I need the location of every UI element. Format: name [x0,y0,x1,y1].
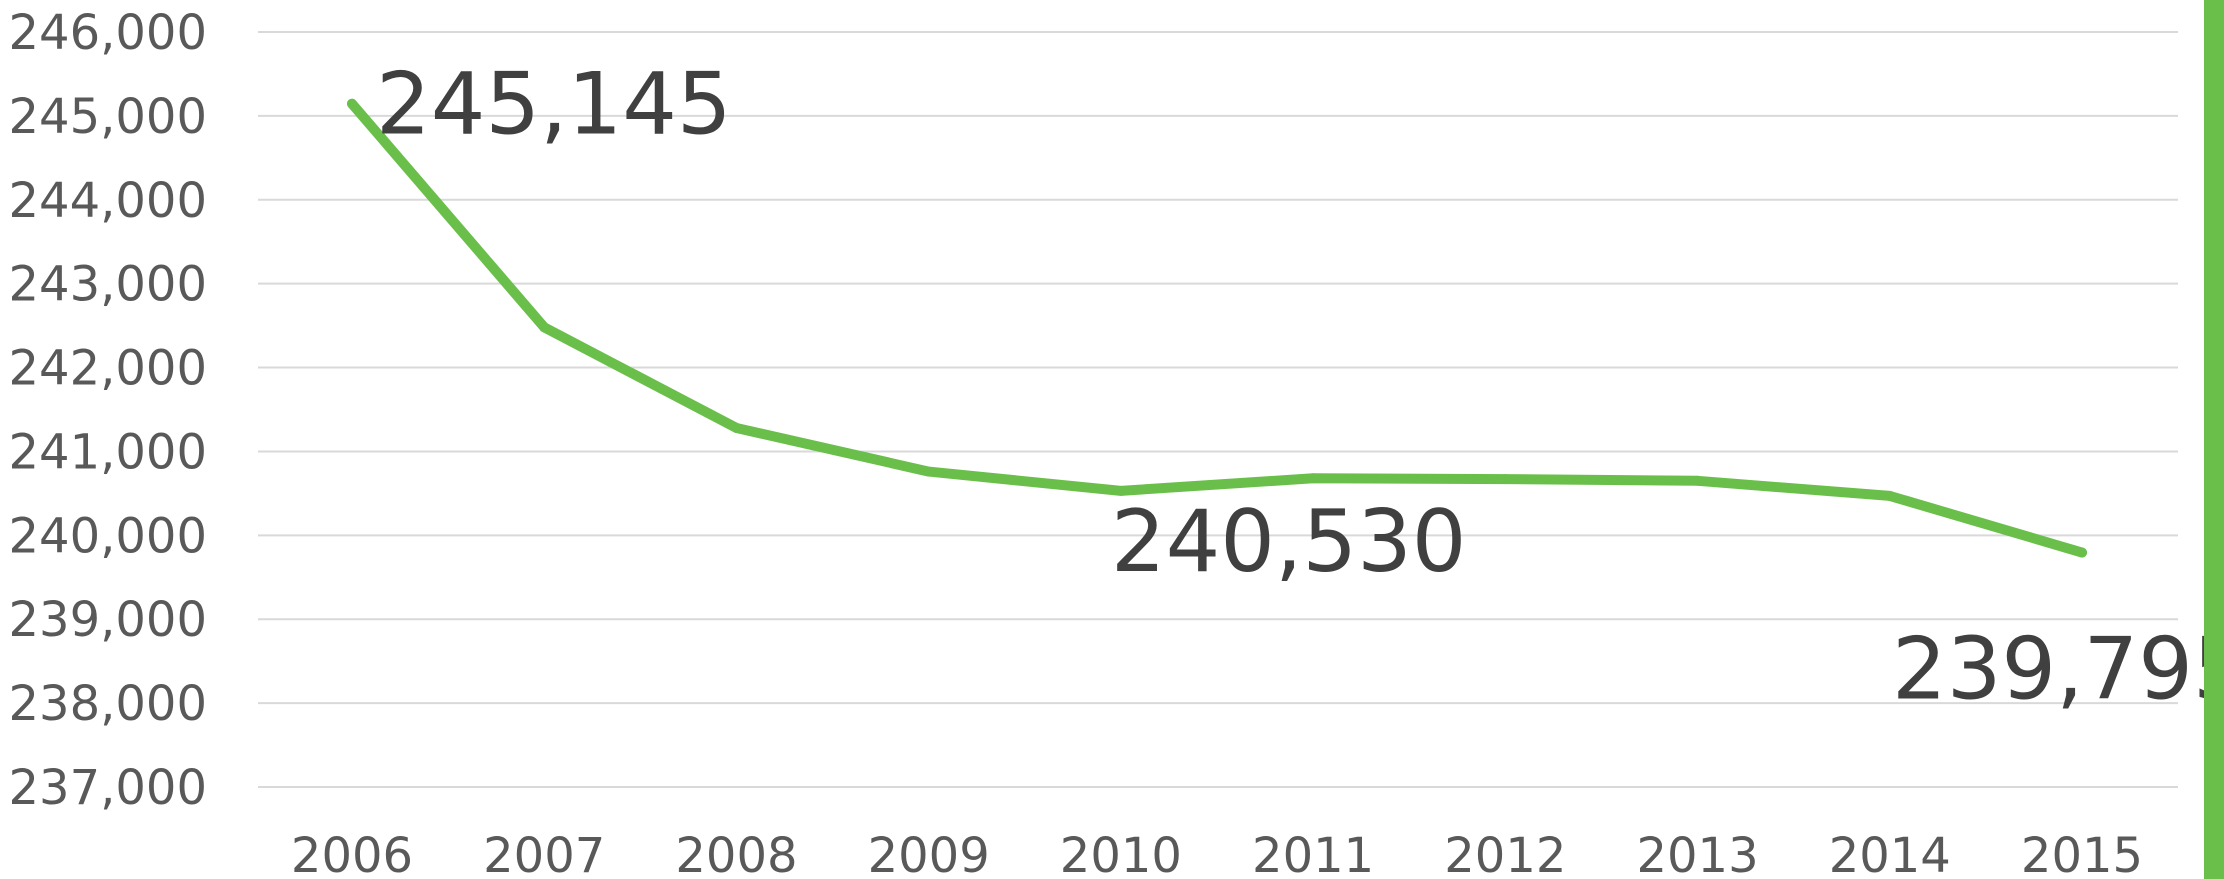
gridlines [258,31,2178,788]
x-axis-tick-labels: 2006 2007 2008 2009 2010 2011 2012 2013 2014 2015 [291,828,2143,879]
series-layer [347,98,2087,558]
y-tick-label: 245,000 [9,89,208,145]
data-label: 245,145 [376,55,732,155]
x-tick-label: 2007 [483,828,605,879]
y-tick-label: 242,000 [9,341,208,397]
x-tick-label: 2009 [868,828,990,879]
x-tick-label: 2008 [675,828,797,879]
x-tick-label: 2014 [1829,828,1951,879]
data-point [2077,547,2087,558]
data-point [1884,490,1895,501]
data-point [1692,475,1703,486]
data-point [1500,474,1511,485]
accent-bar [2204,0,2224,879]
x-tick-label: 2012 [1444,828,1566,879]
x-tick-label: 2013 [1636,828,1758,879]
data-point [1308,473,1319,484]
x-tick-label: 2006 [291,828,413,879]
x-tick-label: 2010 [1060,828,1182,879]
y-axis-tick-labels: 246,000 245,000 244,000 243,000 242,000 241,0… [9,5,208,816]
data-point [347,98,357,109]
data-label: 240,530 [1111,492,1467,592]
x-tick-label: 2015 [2021,828,2143,879]
data-labels: 245,145 240,530 239,795 [376,55,2224,720]
y-tick-label: 239,000 [9,592,208,648]
y-tick-label: 243,000 [9,257,208,313]
y-tick-label: 238,000 [9,676,208,732]
y-tick-label: 244,000 [9,173,208,229]
series-line [347,98,2087,558]
data-point [731,422,742,433]
data-point [1115,485,1126,496]
data-point [539,322,550,333]
data-label: 239,795 [1892,620,2224,720]
x-tick-label: 2011 [1252,828,1374,879]
y-tick-label: 237,000 [9,760,208,816]
data-point [923,466,934,477]
y-tick-label: 240,000 [9,508,208,564]
y-tick-label: 241,000 [9,424,208,480]
y-tick-label: 246,000 [9,5,208,61]
